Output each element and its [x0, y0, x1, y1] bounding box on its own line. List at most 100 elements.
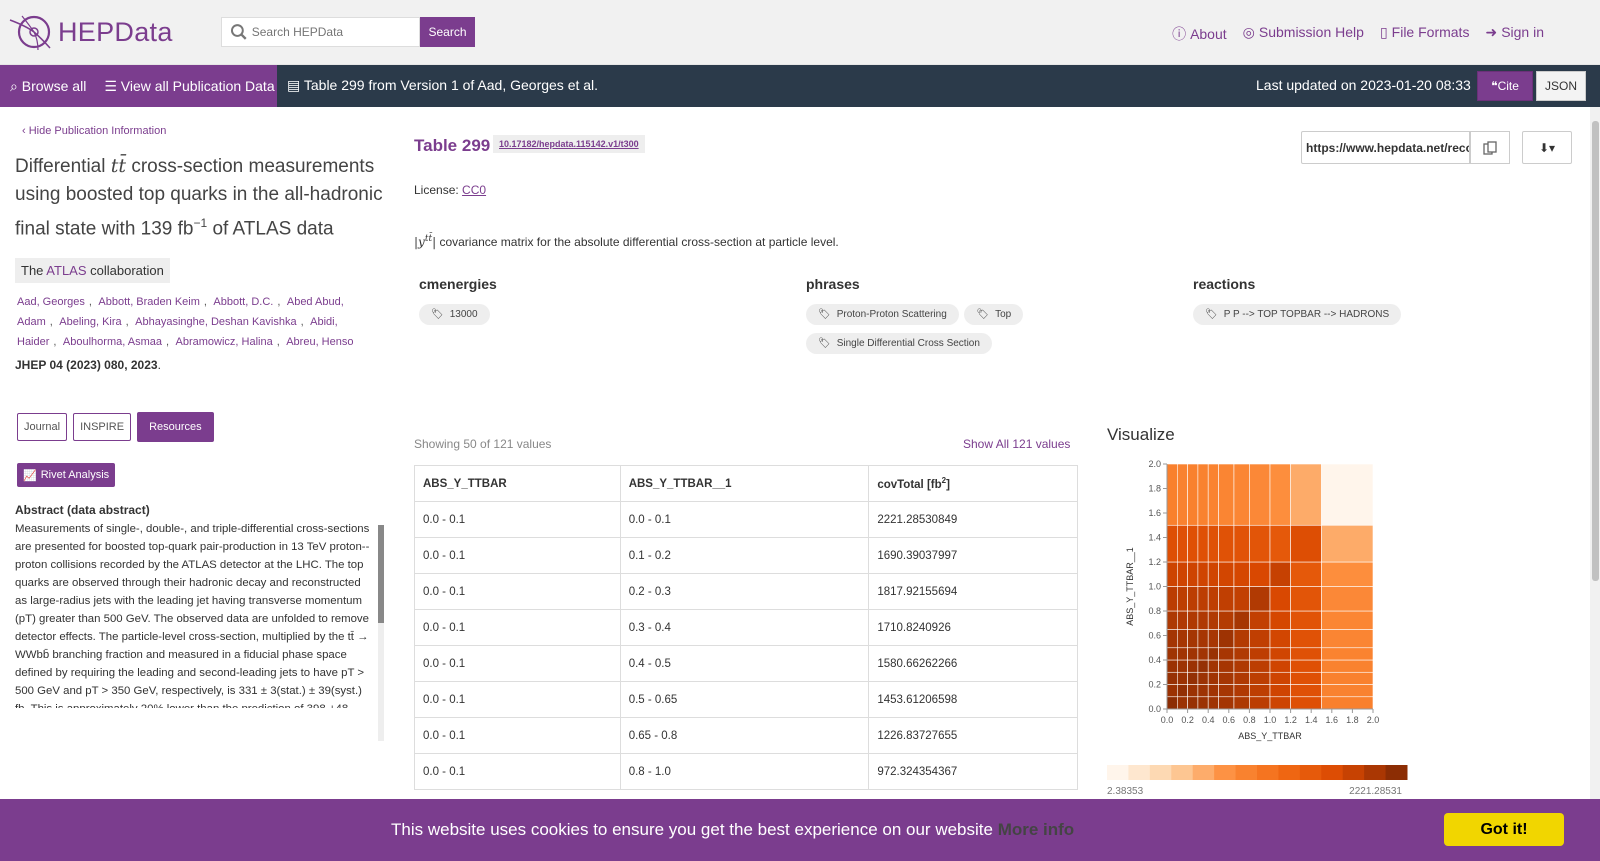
heatmap-chart[interactable]: 0.0 0.2 0.4 0.6 0.8 1.0 1.2 1.4 1.6 1.8 2.0 0.0 0.2 0… [1107, 460, 1417, 805]
caret-down-icon: ▾ [1549, 140, 1556, 155]
x-tick-label: 1.4 [1305, 715, 1318, 725]
table-cell: 0.8 - 1.0 [619, 753, 870, 790]
journal-button[interactable]: Journal [17, 413, 68, 441]
heatmap-cell [1269, 684, 1291, 698]
table-cell: 1817.92155694 [868, 573, 1078, 610]
column-header[interactable]: ABS_Y_TTBAR__1 [619, 465, 870, 502]
heatmap-cell [1249, 561, 1271, 587]
keyword-tag[interactable]: 🏷 13000 [419, 304, 490, 325]
heatmap-cell [1290, 647, 1322, 661]
search-box [221, 17, 420, 47]
heatmap-cell [1177, 659, 1188, 673]
x-tick-label: 0.2 [1181, 715, 1194, 725]
author-link[interactable]: Abhayasinghe, Deshan Kavishka [135, 316, 297, 328]
quote-icon: ❝ [1491, 79, 1498, 93]
author-link[interactable]: Abeling, Kira [59, 316, 122, 328]
hide-publication-info-link[interactable]: ‹ Hide Publication Information [22, 125, 167, 137]
color-legend-swatch [1342, 765, 1365, 780]
search-input[interactable] [251, 25, 419, 39]
heatmap-cell [1249, 647, 1271, 661]
browse-all-link[interactable]: ⌕ Browse all [10, 77, 87, 94]
table-url-field[interactable]: https://www.hepdata.net/record/ins207757… [1301, 131, 1470, 164]
inspire-button[interactable]: INSPIRE [73, 413, 132, 441]
search-button[interactable]: Search [420, 17, 475, 47]
author-link[interactable]: Abbott, D.C. [213, 296, 274, 308]
color-legend-swatch [1278, 765, 1301, 780]
copy-url-button[interactable] [1470, 131, 1510, 164]
keyword-tag[interactable]: 🏷 Single Differential Cross Section [806, 333, 992, 354]
copy-icon [1483, 140, 1497, 155]
heatmap-cell [1233, 561, 1250, 587]
hepdata-logo[interactable]: HEPData [8, 12, 173, 52]
column-header[interactable]: covTotal [fb2] [868, 465, 1078, 502]
y-tick-label: 0.4 [1148, 655, 1161, 665]
heatmap-cell [1218, 463, 1235, 526]
heatmap-cell [1166, 647, 1178, 661]
show-all-link[interactable]: Show All 121 values [963, 437, 1071, 451]
color-legend-swatch [1257, 765, 1279, 780]
abstract-scroll-thumb[interactable] [378, 525, 384, 623]
abstract-scrollbar[interactable] [378, 525, 384, 741]
heatmap-cell [1321, 629, 1374, 649]
table-version-title: ▤ Table 299 from Version 1 of Aad, Georg… [287, 77, 599, 93]
table-row: 0.0 - 0.1 0.0 - 0.1 2221.28530849 [414, 501, 1078, 538]
about-link[interactable]: ⓘ About [1172, 26, 1227, 42]
heatmap-cell [1290, 696, 1322, 710]
table-header-row: ABS_Y_TTBAR ABS_Y_TTBAR__1 covTotal [fb2… [414, 465, 1078, 502]
author-link[interactable]: Abramowicz, Halina [175, 336, 273, 348]
x-tick-label: 1.2 [1284, 715, 1297, 725]
author-link[interactable]: Abidi, Haider [17, 316, 338, 348]
license-link[interactable]: CC0 [462, 183, 487, 197]
resources-button[interactable]: Resources [137, 412, 214, 442]
y-tick-label: 0.2 [1148, 680, 1161, 690]
collaboration-link[interactable]: ATLAS [46, 263, 87, 278]
file-formats-link[interactable]: ▯ File Formats [1379, 24, 1470, 40]
page-scroll-thumb[interactable] [1592, 121, 1599, 581]
rivet-analysis-button[interactable]: 📈 Rivet Analysis [17, 463, 116, 487]
heatmap-cell [1187, 463, 1199, 526]
heatmap-cell [1233, 647, 1250, 661]
logo-text: HEPData [58, 16, 173, 47]
column-header[interactable]: ABS_Y_TTBAR [414, 465, 621, 502]
cite-button[interactable]: ❝ Cite [1477, 71, 1533, 101]
keyword-tag[interactable]: 🏷 Top [964, 304, 1024, 325]
heatmap-cell [1249, 586, 1271, 612]
heatmap-cell [1290, 463, 1322, 526]
heatmap-cell [1233, 696, 1250, 710]
author-link[interactable]: Aboulhorma, Asmaa [62, 336, 162, 348]
view-all-publication-data-link[interactable]: ☰ View all Publication Data [104, 77, 275, 94]
showing-count: Showing 50 of 121 values [414, 437, 552, 451]
page-scrollbar[interactable] [1590, 107, 1600, 799]
color-legend-max: 2221.28531 [1349, 786, 1402, 797]
more-info-link[interactable]: More info [997, 820, 1075, 839]
heatmap-cell [1166, 561, 1178, 587]
heatmap-cell [1269, 647, 1291, 661]
chevron-left-icon: ‹ [22, 125, 29, 137]
heatmap-cell [1321, 671, 1374, 685]
author-link[interactable]: Aad, Georges [17, 296, 85, 308]
heatmap-cell [1269, 524, 1291, 563]
y-tick-label: 0.8 [1148, 606, 1161, 616]
keyword-tag[interactable]: 🏷 P P --> TOP TOPBAR --> HADRONS [1193, 304, 1402, 325]
heatmap-cell [1218, 561, 1235, 587]
keyword-tag[interactable]: 🏷 Proton-Proton Scattering [806, 304, 959, 325]
heatmap-cell [1207, 463, 1219, 526]
submission-help-link[interactable]: ◎ Submission Help [1242, 24, 1364, 40]
json-button[interactable]: JSON [1536, 71, 1586, 101]
sub-navbar: ⌕ Browse all ☰ View all Publication Data… [0, 65, 1600, 107]
heatmap-cell [1207, 586, 1219, 612]
heatmap-cell [1290, 684, 1322, 698]
heatmap-cell [1218, 696, 1235, 710]
author-link[interactable]: Abbott, Braden Keim [98, 296, 200, 308]
doi-link[interactable]: 10.17182/hepdata.115142.v1/t300 [493, 135, 645, 153]
author-link[interactable]: Abreu, Henso [286, 336, 354, 348]
author-link[interactable]: Abed Abud, Adam [17, 296, 344, 328]
x-tick-label: 0.8 [1243, 715, 1256, 725]
sign-in-link[interactable]: ➜ Sign in [1485, 24, 1544, 40]
heatmap-cell [1177, 671, 1188, 685]
heatmap-cell [1177, 463, 1188, 526]
x-tick-label: 0.0 [1161, 715, 1174, 725]
got-it-button[interactable]: Got it! [1444, 813, 1564, 846]
download-button[interactable]: ⬇ ▾ [1522, 131, 1572, 164]
table-cell: 0.4 - 0.5 [619, 645, 870, 682]
